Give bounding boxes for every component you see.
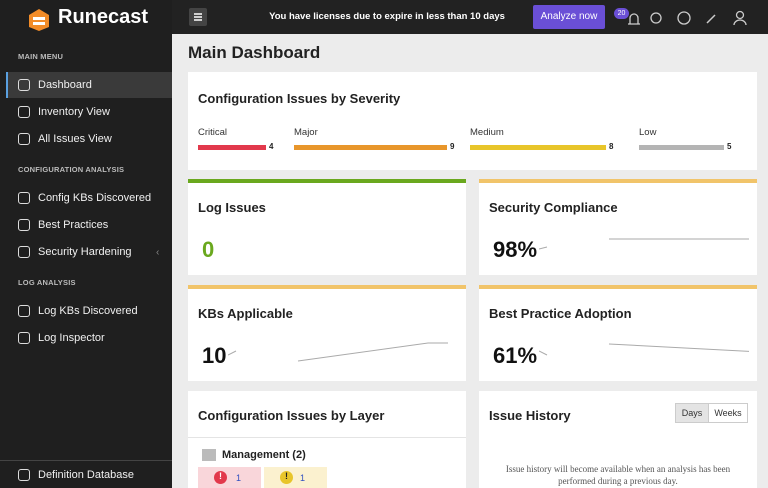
notification-badge: 20 [614, 8, 629, 19]
nav-label: All Issues View [38, 133, 112, 145]
layer-icon [202, 449, 216, 461]
stat-card: Log Issues 0 [188, 179, 466, 275]
tab[interactable]: Days [675, 403, 709, 423]
nav-item[interactable]: Inventory View [8, 99, 172, 125]
layer-card: Configuration Issues by Layer Management… [188, 391, 466, 488]
nav-label: Config KBs Discovered [38, 192, 152, 204]
toolbar-icons [628, 10, 747, 26]
nav-item[interactable]: Definition Database [8, 462, 172, 488]
severity-card: Configuration Issues by Severity Critica… [188, 72, 757, 170]
history-message: Issue history will become available when… [505, 464, 731, 486]
card-title: Issue History [489, 408, 571, 423]
logo [29, 9, 49, 31]
severity-label: Major [294, 127, 318, 138]
severity-bar [470, 145, 606, 150]
sidebar: Runecast MAIN MENU Dashboard Inventory V… [0, 0, 172, 488]
nav-label: Best Practices [38, 219, 109, 231]
card-title: KBs Applicable [198, 306, 293, 321]
severity-count: 5 [727, 142, 732, 151]
count: 1 [236, 473, 242, 483]
tab[interactable]: Weeks [708, 403, 748, 423]
layer-group: Management (2) [222, 449, 306, 461]
nav-item[interactable]: Security Hardening ‹ [8, 239, 172, 265]
severity-bar [198, 145, 266, 150]
topbar: You have licenses due to expire in less … [172, 0, 768, 34]
count: 1 [300, 473, 306, 483]
severity-label: Medium [470, 127, 504, 138]
card-value: 61% [493, 343, 538, 368]
critical-count: ! 1 [198, 467, 261, 488]
nav-item[interactable]: All Issues View [8, 126, 172, 152]
card-value: 10 [202, 343, 227, 368]
nav-item[interactable]: Dashboard [6, 72, 172, 98]
sparkline [539, 343, 749, 356]
severity-count: 9 [450, 142, 455, 151]
history-card: Issue History Days Weeks Issue history w… [479, 391, 757, 488]
nav-label: Security Hardening [38, 246, 132, 258]
license-notice: You have licenses due to expire in less … [269, 11, 505, 22]
nav-label: Inventory View [38, 106, 110, 118]
sparkline [539, 238, 749, 250]
card-title: Best Practice Adoption [489, 306, 632, 321]
stat-card: Best Practice Adoption 61% [479, 285, 757, 381]
section-title: MAIN MENU [18, 52, 64, 61]
nav-item[interactable]: Log KBs Discovered [8, 298, 172, 324]
severity-label: Low [639, 127, 657, 138]
nav-item[interactable]: Best Practices [8, 212, 172, 238]
section-title: LOG ANALYSIS [18, 278, 76, 287]
severity-bar [294, 145, 447, 150]
stat-card: Security Compliance 98% [479, 179, 757, 275]
analyze-button[interactable]: Analyze now [533, 5, 605, 29]
card-title: Log Issues [198, 200, 266, 215]
section-title: CONFIGURATION ANALYSIS [18, 165, 125, 174]
severity-count: 4 [269, 142, 274, 151]
card-value: 98% [493, 237, 538, 262]
major-count: ! 1 [264, 467, 327, 488]
severity-count: 8 [609, 142, 614, 151]
nav-item[interactable]: Config KBs Discovered [8, 185, 172, 211]
card-title: Configuration Issues by Severity [198, 91, 401, 106]
card-title: Configuration Issues by Layer [198, 408, 385, 423]
nav-label: Definition Database [38, 469, 135, 481]
nav-label: Dashboard [38, 79, 92, 91]
page-title: Main Dashboard [188, 43, 321, 62]
brand: Runecast [58, 6, 149, 28]
severity-label: Critical [198, 127, 228, 138]
card-value: 0 [202, 237, 215, 262]
menu-toggle[interactable] [189, 8, 207, 26]
severity-bar [639, 145, 724, 150]
stat-card: KBs Applicable 10 [188, 285, 466, 381]
nav-label: Log Inspector [38, 332, 105, 344]
nav-label: Log KBs Discovered [38, 305, 138, 317]
card-title: Security Compliance [489, 200, 618, 215]
sparkline [228, 342, 448, 362]
nav-item[interactable]: Log Inspector [8, 325, 172, 351]
